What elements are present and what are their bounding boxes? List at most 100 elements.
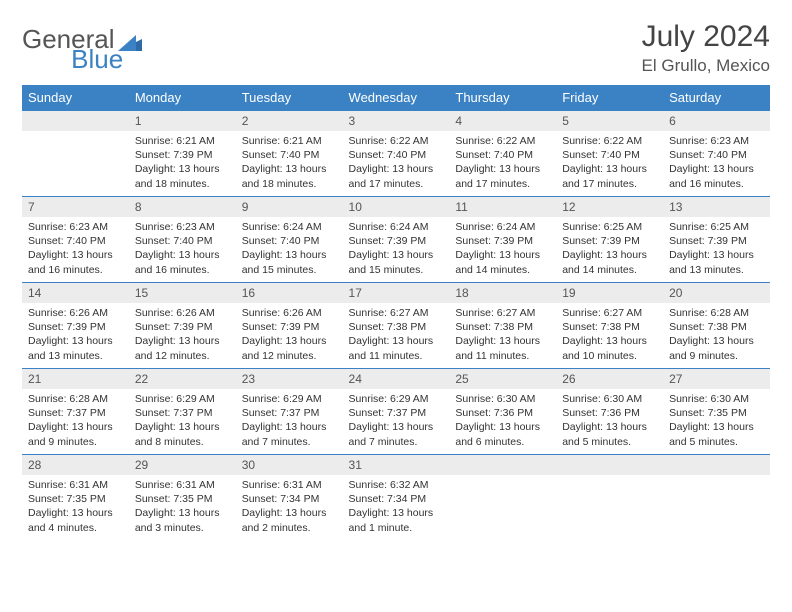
day-number: 3 [343,111,450,131]
sunrise-text: Sunrise: 6:25 AM [669,220,764,234]
daylight-text: Daylight: 13 hours and 13 minutes. [669,248,764,276]
daylight-text: Daylight: 13 hours and 14 minutes. [562,248,657,276]
day-cell: 23 Sunrise: 6:29 AMSunset: 7:37 PMDayligh… [236,369,343,455]
sunset-text: Sunset: 7:40 PM [562,148,657,162]
day-header-row: Sunday Monday Tuesday Wednesday Thursday… [22,85,770,111]
day-header: Tuesday [236,85,343,111]
day-cell: 17Sunrise: 6:27 AMSunset: 7:38 PMDayligh… [343,283,450,369]
day-header: Sunday [22,85,129,111]
daylight-text: Daylight: 13 hours and 13 minutes. [28,334,123,362]
sunrise-text: Sunrise: 6:28 AM [28,392,123,406]
sunset-text: Sunset: 7:39 PM [455,234,550,248]
day-number [22,111,129,131]
day-number: 23 [236,369,343,389]
day-number: 27 [663,369,770,389]
sunset-text: Sunset: 7:39 PM [349,234,444,248]
sunset-text: Sunset: 7:40 PM [242,148,337,162]
sunrise-text: Sunrise: 6:21 AM [135,134,230,148]
day-number: 20 [663,283,770,303]
day-details: Sunrise: 6:27 AMSunset: 7:38 PMDaylight:… [343,303,450,367]
day-cell: 18Sunrise: 6:27 AMSunset: 7:38 PMDayligh… [449,283,556,369]
day-number: 2 [236,111,343,131]
day-details: Sunrise: 6:25 AMSunset: 7:39 PMDaylight:… [663,217,770,281]
sunrise-text: Sunrise: 6:29 AM [242,392,337,406]
daylight-text: Daylight: 13 hours and 17 minutes. [349,162,444,190]
daylight-text: Daylight: 13 hours and 9 minutes. [669,334,764,362]
sunset-text: Sunset: 7:35 PM [135,492,230,506]
day-cell: 4Sunrise: 6:22 AMSunset: 7:40 PMDaylight… [449,111,556,197]
sunset-text: Sunset: 7:39 PM [28,320,123,334]
day-number: 22 [129,369,236,389]
sunset-text: Sunset: 7:39 PM [669,234,764,248]
daylight-text: Daylight: 13 hours and 10 minutes. [562,334,657,362]
sunset-text: Sunset: 7:34 PM [242,492,337,506]
sunset-text: Sunset: 7:40 PM [455,148,550,162]
calendar-page: General July 2024 El Grullo, Mexico GenB… [0,0,792,551]
sunset-text: Sunset: 7:39 PM [135,320,230,334]
sunrise-text: Sunrise: 6:31 AM [28,478,123,492]
day-details: Sunrise: 6:26 AMSunset: 7:39 PMDaylight:… [22,303,129,367]
day-cell: 7Sunrise: 6:23 AMSunset: 7:40 PMDaylight… [22,197,129,283]
sunrise-text: Sunrise: 6:22 AM [349,134,444,148]
day-cell: 27Sunrise: 6:30 AMSunset: 7:35 PMDayligh… [663,369,770,455]
day-number: 24 [343,369,450,389]
day-number [449,455,556,475]
day-details: Sunrise: 6:22 AMSunset: 7:40 PMDaylight:… [556,131,663,195]
sunrise-text: Sunrise: 6:24 AM [349,220,444,234]
sunrise-text: Sunrise: 6:27 AM [349,306,444,320]
day-cell: 6Sunrise: 6:23 AMSunset: 7:40 PMDaylight… [663,111,770,197]
day-details: Sunrise: 6:30 AMSunset: 7:35 PMDaylight:… [663,389,770,453]
day-details: Sunrise: 6:22 AMSunset: 7:40 PMDaylight:… [449,131,556,195]
sunset-text: Sunset: 7:35 PM [28,492,123,506]
day-cell: 26Sunrise: 6:30 AMSunset: 7:36 PMDayligh… [556,369,663,455]
sunset-text: Sunset: 7:35 PM [669,406,764,420]
day-details: Sunrise: 6:21 AMSunset: 7:39 PMDaylight:… [129,131,236,195]
day-number: 25 [449,369,556,389]
sunset-text: Sunset: 7:40 PM [242,234,337,248]
daylight-text: Daylight: 13 hours and 9 minutes. [28,420,123,448]
sunrise-text: Sunrise: 6:24 AM [455,220,550,234]
sunrise-text: Sunrise: 6:31 AM [135,478,230,492]
day-details: Sunrise: 6:30 AMSunset: 7:36 PMDaylight:… [449,389,556,453]
day-number: 14 [22,283,129,303]
day-number: 5 [556,111,663,131]
calendar-table: Sunday Monday Tuesday Wednesday Thursday… [22,85,770,541]
day-cell: 14Sunrise: 6:26 AMSunset: 7:39 PMDayligh… [22,283,129,369]
daylight-text: Daylight: 13 hours and 17 minutes. [562,162,657,190]
day-details: Sunrise: 6:30 AMSunset: 7:36 PMDaylight:… [556,389,663,453]
sunrise-text: Sunrise: 6:30 AM [562,392,657,406]
day-cell [22,111,129,197]
sunset-text: Sunset: 7:38 PM [562,320,657,334]
day-cell [663,455,770,541]
day-cell: 3Sunrise: 6:22 AMSunset: 7:40 PMDaylight… [343,111,450,197]
sunrise-text: Sunrise: 6:29 AM [349,392,444,406]
sunset-text: Sunset: 7:37 PM [242,406,337,420]
week-row: 21Sunrise: 6:28 AMSunset: 7:37 PMDayligh… [22,369,770,455]
sunset-text: Sunset: 7:34 PM [349,492,444,506]
daylight-text: Daylight: 13 hours and 18 minutes. [135,162,230,190]
day-header: Thursday [449,85,556,111]
day-details: Sunrise: 6:25 AMSunset: 7:39 PMDaylight:… [556,217,663,281]
day-number: 13 [663,197,770,217]
daylight-text: Daylight: 13 hours and 11 minutes. [455,334,550,362]
sunrise-text: Sunrise: 6:30 AM [669,392,764,406]
sunrise-text: Sunrise: 6:26 AM [28,306,123,320]
daylight-text: Daylight: 13 hours and 7 minutes. [242,420,337,448]
day-details: Sunrise: 6:28 AMSunset: 7:38 PMDaylight:… [663,303,770,367]
day-number [663,455,770,475]
sunrise-text: Sunrise: 6:24 AM [242,220,337,234]
daylight-text: Daylight: 13 hours and 5 minutes. [669,420,764,448]
calendar-body: 1Sunrise: 6:21 AMSunset: 7:39 PMDaylight… [22,111,770,541]
day-details: Sunrise: 6:24 AMSunset: 7:40 PMDaylight:… [236,217,343,281]
day-cell: 5Sunrise: 6:22 AMSunset: 7:40 PMDaylight… [556,111,663,197]
day-cell: 1Sunrise: 6:21 AMSunset: 7:39 PMDaylight… [129,111,236,197]
sunset-text: Sunset: 7:36 PM [562,406,657,420]
day-details: Sunrise: 6:29 AMSunset: 7:37 PMDaylight:… [343,389,450,453]
day-details: Sunrise: 6:31 AMSunset: 7:35 PMDaylight:… [129,475,236,539]
sunrise-text: Sunrise: 6:23 AM [669,134,764,148]
day-cell: 30Sunrise: 6:31 AMSunset: 7:34 PMDayligh… [236,455,343,541]
day-cell: 21Sunrise: 6:28 AMSunset: 7:37 PMDayligh… [22,369,129,455]
day-number: 19 [556,283,663,303]
day-details: Sunrise: 6:21 AMSunset: 7:40 PMDaylight:… [236,131,343,195]
day-cell: 24Sunrise: 6:29 AMSunset: 7:37 PMDayligh… [343,369,450,455]
